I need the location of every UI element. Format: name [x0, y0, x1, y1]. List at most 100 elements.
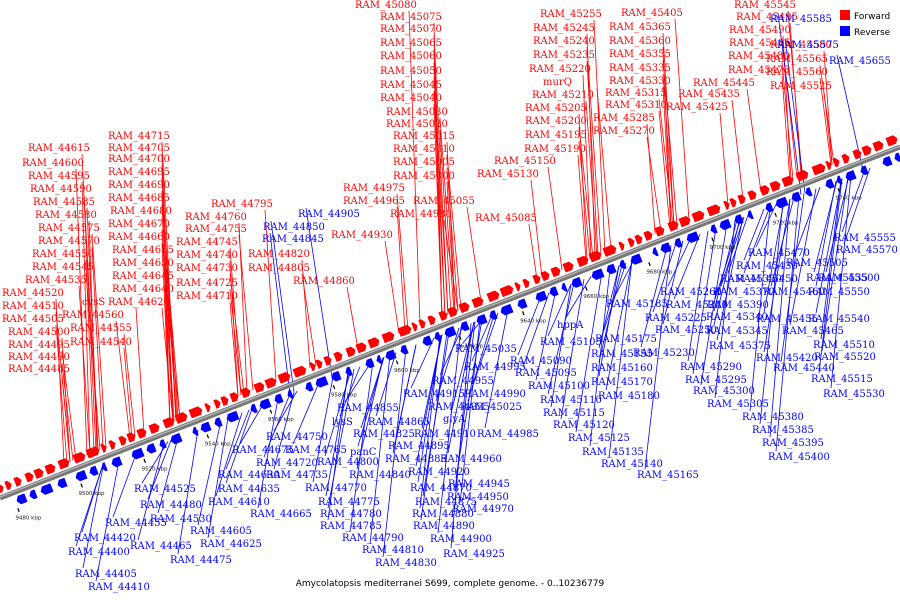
gene-label-ram-45390[interactable]: RAM_45390	[707, 300, 769, 311]
gene-label-ram-44650[interactable]: RAM_44650	[112, 258, 174, 269]
gene-label-ram-44400[interactable]: RAM_44400	[68, 547, 130, 558]
gene-label-ram-45100[interactable]: RAM_45100	[528, 381, 590, 392]
gene-label-ram-45105[interactable]: RAM_45105	[540, 337, 602, 348]
gene-label-ram-45070[interactable]: RAM_45070	[380, 24, 442, 35]
gene-label-ram-44950[interactable]: RAM_44950	[447, 492, 509, 503]
gene-label-ram-45460[interactable]: RAM_45460	[763, 287, 825, 298]
gene-label-ram-44615[interactable]: RAM_44615	[28, 143, 90, 154]
gene-label-ram-44975[interactable]: RAM_44975	[343, 183, 405, 194]
gene-label-ram-45380[interactable]: RAM_45380	[742, 412, 804, 423]
gene-label-ram-44640[interactable]: RAM_44640	[112, 284, 174, 295]
gene-label-ram-44715[interactable]: RAM_44715	[108, 131, 170, 142]
gene-label-ram-44910[interactable]: RAM_44910	[414, 429, 476, 440]
gene-label-ram-45030[interactable]: RAM_45030	[386, 107, 448, 118]
gene-label-ram-45155[interactable]: RAM_45155	[591, 349, 653, 360]
gene-label-ram-44685[interactable]: RAM_44685	[108, 193, 170, 204]
gene-label-ram-45130[interactable]: RAM_45130	[477, 169, 539, 180]
gene-label-ram-45655[interactable]: RAM_45655	[829, 56, 891, 67]
gene-label-ram-45525[interactable]: RAM_45525	[770, 81, 832, 92]
gene-label-ram-44855[interactable]: RAM_44855	[337, 403, 399, 414]
gene-label-ram-45580[interactable]: RAM_45580	[770, 40, 832, 51]
gene-label-ram-44480[interactable]: RAM_44480	[140, 500, 202, 511]
gene-label-ram-44930[interactable]: RAM_44930	[331, 230, 393, 241]
gene-label-ram-45495[interactable]: RAM_45495	[736, 12, 798, 23]
gene-label-ram-44915[interactable]: RAM_44915	[403, 389, 465, 400]
gene-label-ram-45455[interactable]: RAM_45455	[756, 314, 818, 325]
gene-label-ram-45330[interactable]: RAM_45330	[609, 76, 671, 87]
gene-label-ram-45440[interactable]: RAM_45440	[773, 363, 835, 374]
gene-label-ram-44595[interactable]: RAM_44595	[28, 171, 90, 182]
gene-label-ram-45220[interactable]: RAM_45220	[529, 64, 591, 75]
gene-label-lyss[interactable]: lysS	[332, 417, 353, 428]
gene-label-ram-45165[interactable]: RAM_45165	[637, 470, 699, 481]
gene-label-ram-44820[interactable]: RAM_44820	[248, 249, 310, 260]
gene-label-ram-45120[interactable]: RAM_45120	[553, 420, 615, 431]
gene-label-ram-45045[interactable]: RAM_45045	[380, 80, 442, 91]
gene-label-ram-44985[interactable]: RAM_44985	[477, 429, 539, 440]
gene-label-ram-45430[interactable]: RAM_45430	[736, 261, 798, 272]
gene-label-ram-44635[interactable]: RAM_44635	[218, 484, 280, 495]
gene-label-ram-45365[interactable]: RAM_45365	[609, 22, 671, 33]
gene-label-ram-44405[interactable]: RAM_44405	[75, 569, 137, 580]
gene-label-ram-45035[interactable]: RAM_45035	[455, 344, 517, 355]
gene-label-ram-45555[interactable]: RAM_45555	[834, 233, 896, 244]
gene-label-ram-45010[interactable]: RAM_45010	[393, 144, 455, 155]
gene-label-ram-44765[interactable]: RAM_44765	[285, 445, 347, 456]
gene-label-ram-45355[interactable]: RAM_45355	[609, 49, 671, 60]
gene-label-ram-44805[interactable]: RAM_44805	[248, 263, 310, 274]
gene-label-panc[interactable]: panC	[350, 447, 377, 458]
gene-label-ram-45305[interactable]: RAM_45305	[707, 399, 769, 410]
gene-label-ram-44960[interactable]: RAM_44960	[440, 454, 502, 465]
gene-label-ram-44630[interactable]: RAM_44630	[218, 470, 280, 481]
gene-label-ram-45385[interactable]: RAM_45385	[752, 425, 814, 436]
gene-label-ram-44875[interactable]: RAM_44875	[415, 497, 477, 508]
gene-label-ram-44755[interactable]: RAM_44755	[185, 224, 247, 235]
gene-label-ram-44495[interactable]: RAM_44495	[8, 340, 70, 351]
gene-label-ram-44970[interactable]: RAM_44970	[452, 504, 514, 515]
gene-label-ram-44555[interactable]: RAM_44555	[70, 323, 132, 334]
gene-label-ram-45170[interactable]: RAM_45170	[591, 377, 653, 388]
gene-label-ram-45115[interactable]: RAM_45115	[543, 408, 605, 419]
gene-label-ram-44545[interactable]: RAM_44545	[32, 262, 94, 273]
gene-label-ram-45090[interactable]: RAM_45090	[510, 356, 572, 367]
gene-label-ram-44935[interactable]: RAM_44935	[428, 402, 490, 413]
gene-label-ram-44770[interactable]: RAM_44770	[305, 483, 367, 494]
gene-label-ram-45465[interactable]: RAM_45465	[782, 326, 844, 337]
gene-label-ram-44570[interactable]: RAM_44570	[38, 236, 100, 247]
gene-label-ram-44680[interactable]: RAM_44680	[110, 206, 172, 217]
gene-label-ram-44920[interactable]: RAM_44920	[408, 467, 470, 478]
gene-label-ram-44585[interactable]: RAM_44585	[33, 197, 95, 208]
gene-label-ram-44535[interactable]: RAM_44535	[25, 275, 87, 286]
gene-label-ram-44550[interactable]: RAM_44550	[32, 249, 94, 260]
gene-label-ram-44745[interactable]: RAM_44745	[176, 237, 238, 248]
gene-label-ram-44890[interactable]: RAM_44890	[413, 521, 475, 532]
gene-label-ram-44760[interactable]: RAM_44760	[185, 212, 247, 223]
gene-label-ram-44420[interactable]: RAM_44420	[74, 533, 136, 544]
gene-label-ram-45540[interactable]: RAM_45540	[808, 314, 870, 325]
gene-label-ram-45205[interactable]: RAM_45205	[525, 103, 587, 114]
gene-label-ram-45210[interactable]: RAM_45210	[532, 90, 594, 101]
gene-label-ram-44695[interactable]: RAM_44695	[108, 167, 170, 178]
gene-label-ram-44605[interactable]: RAM_44605	[190, 526, 252, 537]
gene-label-ram-45315[interactable]: RAM_45315	[605, 88, 667, 99]
gene-label-ram-44955[interactable]: RAM_44955	[432, 376, 494, 387]
gene-label-ram-44690[interactable]: RAM_44690	[108, 180, 170, 191]
gene-label-ram-45350[interactable]: RAM_45350	[720, 274, 782, 285]
gene-label-ram-44965[interactable]: RAM_44965	[343, 196, 405, 207]
gene-label-ram-44525[interactable]: RAM_44525	[134, 484, 196, 495]
gene-label-ram-44860[interactable]: RAM_44860	[293, 276, 355, 287]
gene-label-ram-45395[interactable]: RAM_45395	[762, 438, 824, 449]
gene-label-ram-44900[interactable]: RAM_44900	[430, 534, 492, 545]
gene-label-ram-45375[interactable]: RAM_45375	[709, 341, 771, 352]
gene-label-ram-45040[interactable]: RAM_45040	[380, 93, 442, 104]
gene-label-ram-44665[interactable]: RAM_44665	[250, 509, 312, 520]
gene-label-ram-45235[interactable]: RAM_45235	[533, 50, 595, 61]
gene-label-ram-45015[interactable]: RAM_45015	[393, 131, 455, 142]
gene-label-ram-44800[interactable]: RAM_44800	[317, 457, 379, 468]
gene-label-ram-44660[interactable]: RAM_44660	[108, 232, 170, 243]
gene-label-ram-44465[interactable]: RAM_44465	[130, 541, 192, 552]
gene-label-ram-45560[interactable]: RAM_45560	[766, 67, 828, 78]
gene-label-ram-45200[interactable]: RAM_45200	[525, 116, 587, 127]
gene-label-ram-44825[interactable]: RAM_44825	[353, 429, 415, 440]
gene-label-cyss[interactable]: cysS	[82, 297, 105, 308]
